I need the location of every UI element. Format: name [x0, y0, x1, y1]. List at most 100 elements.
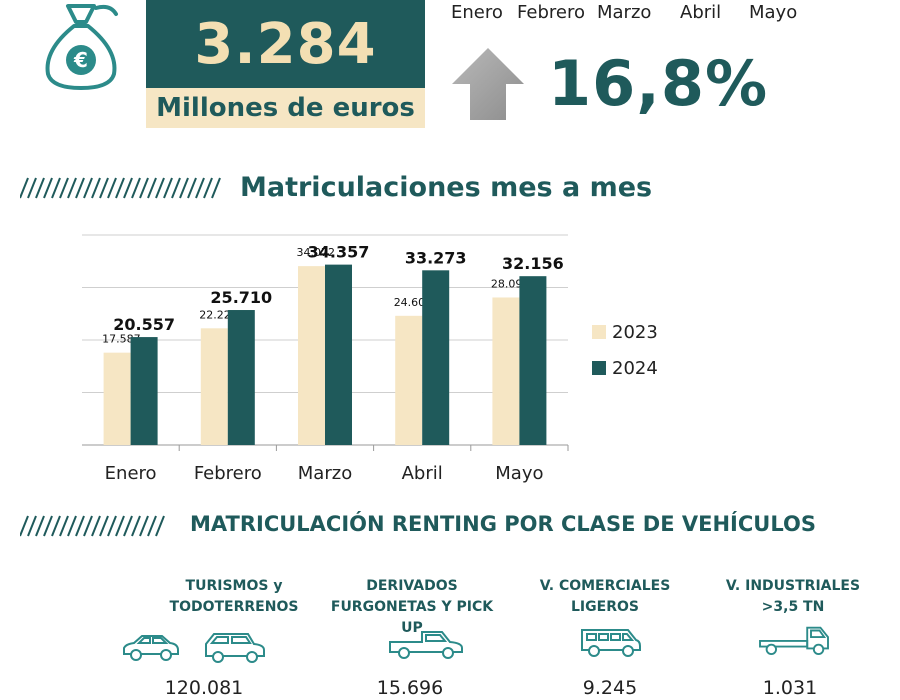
stripe [20, 177, 29, 199]
euro-icon [66, 45, 96, 75]
money-bag-icon: € [45, 4, 118, 90]
x-tick-label: Febrero [194, 463, 262, 484]
bar-2023 [103, 352, 131, 445]
stripe [35, 177, 45, 199]
x-tick-label: Marzo [298, 463, 352, 484]
month-label: Marzo [597, 2, 652, 23]
stripe [187, 177, 197, 199]
stripe [147, 177, 157, 199]
vehicle-class-label: TURISMOS y [185, 578, 283, 594]
data-label: 25.710 [210, 288, 272, 307]
big-number: 3.284 [194, 12, 377, 77]
stripe [107, 177, 117, 199]
van-icon [581, 629, 641, 657]
stripe [115, 177, 125, 199]
stripe [123, 515, 133, 537]
stripe [131, 515, 141, 537]
x-tick-label: Mayo [495, 463, 543, 484]
vehicle-class-value: 1.031 [762, 677, 818, 699]
stripes-decoration [20, 177, 221, 199]
bar-2024 [422, 270, 450, 445]
stripe [67, 515, 77, 537]
data-label: 33.273 [405, 248, 467, 267]
big-unit-label: Millones de euros [156, 93, 415, 123]
stripe [27, 177, 37, 199]
vehicle-class-value: 120.081 [164, 677, 244, 699]
data-label: 34.072 [297, 246, 336, 259]
bar-2024 [519, 276, 547, 445]
big-unit-panel [146, 88, 425, 128]
growth-percentage: 16,8% [548, 47, 769, 120]
bar-2024 [130, 337, 158, 445]
up-arrow-icon [452, 48, 524, 120]
truck-icon [759, 626, 829, 656]
section-title: MATRICULACIÓN RENTING POR CLASE DE VEHÍC… [190, 512, 816, 536]
stripe [115, 515, 125, 537]
stripe [179, 177, 189, 199]
stripe [20, 515, 29, 537]
month-label: Mayo [749, 2, 798, 23]
stripe [163, 177, 173, 199]
vehicle-class-label: FURGONETAS Y PICK UP [330, 599, 494, 636]
bar-2023 [200, 328, 228, 445]
big-number-panel [146, 0, 425, 88]
section-title: Matriculaciones mes a mes [240, 172, 653, 203]
bar-chart: 17.58720.557Enero22.22925.710Febrero34.0… [82, 234, 658, 484]
period-months: Enero Febrero Marzo Abril Mayo [445, 2, 825, 26]
vehicle-class-label: V. COMERCIALES [539, 578, 671, 594]
stripe [91, 177, 101, 199]
stripe [99, 515, 109, 537]
stripe [59, 515, 69, 537]
bar-2023 [492, 297, 520, 445]
stripe [211, 177, 221, 199]
month-label: Abril [680, 2, 722, 23]
stripe [27, 515, 37, 537]
stripe [203, 177, 213, 199]
bar-2024 [325, 264, 352, 445]
vehicle-class-label: DERIVADOS [366, 578, 458, 594]
car-and-suv-icon [123, 633, 265, 663]
month-label: Enero [451, 2, 503, 23]
vehicle-class-label: LIGEROS [571, 599, 639, 615]
stripe [155, 177, 165, 199]
legend-label: 2023 [612, 322, 658, 343]
stripe [75, 177, 85, 199]
stripe [91, 515, 101, 537]
stripe [107, 515, 117, 537]
x-tick-label: Enero [105, 463, 157, 484]
stripes-decoration [20, 515, 165, 537]
legend-label: 2024 [612, 358, 658, 379]
legend-swatch [592, 325, 606, 339]
stripe [139, 515, 149, 537]
vehicle-class-value: 9.245 [582, 677, 638, 699]
stripe [195, 177, 205, 199]
stripe [139, 177, 149, 199]
stripe [131, 177, 141, 199]
stripe [43, 515, 53, 537]
vehicle-class-turismos: TURISMOS y TODOTERRENOS [154, 576, 314, 618]
vehicle-class-industriales: V. INDUSTRIALES >3,5 TN [718, 576, 868, 618]
data-label: 34.357 [308, 243, 370, 262]
bar-2023 [395, 315, 423, 445]
month-label: Febrero [517, 2, 585, 23]
stripe [147, 515, 157, 537]
stripe [99, 177, 109, 199]
stripe [171, 177, 181, 199]
svg-text:€: € [73, 48, 88, 72]
stripe [155, 515, 165, 537]
vehicle-class-derivados: DERIVADOS FURGONETAS Y PICK UP [322, 576, 502, 639]
data-label: 20.557 [113, 315, 175, 334]
bar-2024 [227, 310, 255, 445]
vehicle-class-label: >3,5 TN [761, 599, 825, 615]
bar-2023 [298, 266, 325, 445]
stripe [83, 515, 93, 537]
pickup-icon [389, 631, 463, 659]
vehicle-class-label: TODOTERRENOS [169, 599, 299, 615]
vehicle-class-label: V. INDUSTRIALES [725, 578, 861, 594]
legend-swatch [592, 361, 606, 375]
stripe [67, 177, 77, 199]
stripe [43, 177, 53, 199]
stripe [59, 177, 69, 199]
vehicle-class-value: 15.696 [376, 677, 444, 699]
stripe [35, 515, 45, 537]
